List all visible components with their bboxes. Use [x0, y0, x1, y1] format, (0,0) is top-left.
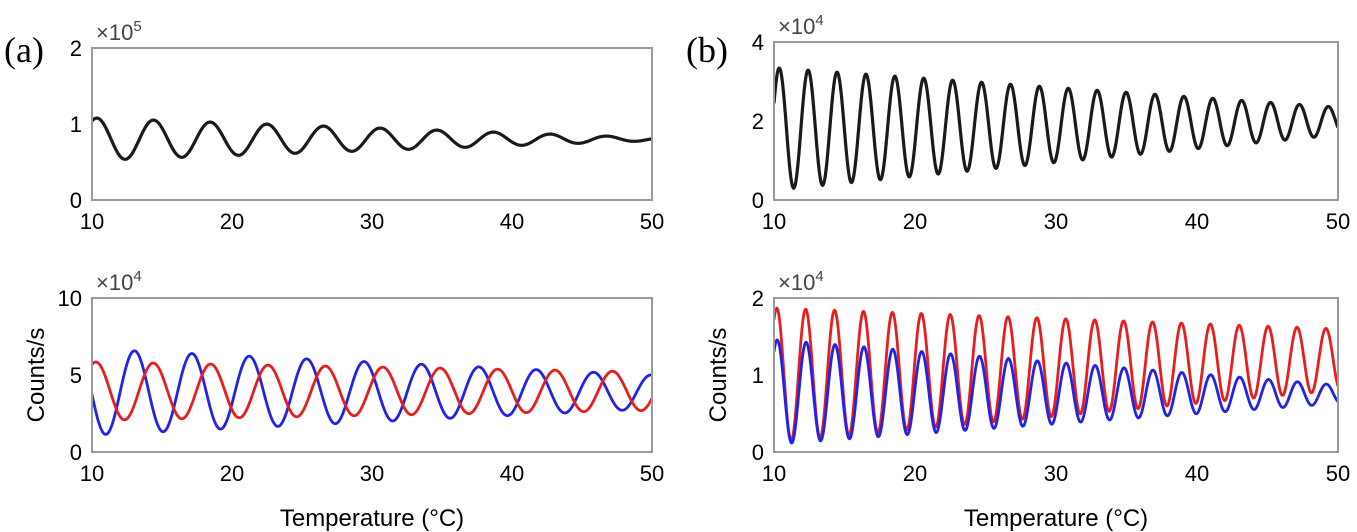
y-tick-label: 4: [752, 30, 764, 55]
y-tick-label: 2: [752, 109, 764, 134]
axis-scale-exponent: ×105: [96, 18, 142, 45]
x-tick-label: 30: [1044, 461, 1068, 486]
series-line-0: [93, 116, 651, 161]
series-line-1: [775, 338, 1337, 445]
series-line-0: [93, 349, 651, 436]
x-tick-label: 20: [220, 209, 244, 234]
y-tick-label: 0: [752, 188, 764, 213]
axis-scale-exponent: ×104: [96, 268, 142, 295]
x-tick-label: 40: [500, 461, 524, 486]
x-axis-label: Temperature (°C): [280, 505, 464, 532]
y-tick-label: 0: [70, 440, 82, 465]
x-tick-label: 30: [360, 461, 384, 486]
plot-frame: [773, 41, 1339, 201]
y-tick-label: 2: [70, 36, 82, 61]
x-tick-label: 40: [1185, 461, 1209, 486]
x-tick-label: 10: [762, 461, 786, 486]
y-tick-label: 5: [70, 363, 82, 388]
x-tick-label: 10: [80, 461, 104, 486]
x-tick-label: 30: [360, 209, 384, 234]
panel-label-a: (a): [4, 30, 44, 70]
y-tick-label: 2: [752, 286, 764, 311]
chart-a-bottom: 10 20 30 40 50 0 5 10 ×104 Counts/s Temperature (°…: [23, 268, 664, 532]
axis-scale-exponent: ×104: [778, 12, 824, 39]
x-tick-label: 50: [1326, 461, 1350, 486]
series-line-0: [775, 66, 1337, 190]
x-tick-label: 40: [500, 209, 524, 234]
y-tick-label: 1: [70, 112, 82, 137]
x-tick-label: 20: [903, 209, 927, 234]
x-tick-label: 50: [640, 209, 664, 234]
y-axis-label: Counts/s: [23, 328, 50, 423]
y-axis-label: Counts/s: [705, 328, 732, 423]
chart-a-top: 10 20 30 40 50 0 1 2 ×105: [70, 18, 664, 234]
x-tick-label: 20: [903, 461, 927, 486]
y-tick-label: 1: [752, 363, 764, 388]
x-tick-label: 40: [1185, 209, 1209, 234]
x-tick-label: 30: [1044, 209, 1068, 234]
series-line-1: [93, 360, 651, 422]
chart-b-bottom: 10 20 30 40 50 0 1 2 ×104 Counts/s Temperature (°C…: [705, 268, 1350, 532]
series-line-0: [775, 306, 1337, 442]
y-tick-label: 10: [58, 286, 82, 311]
x-tick-label: 50: [640, 461, 664, 486]
x-tick-label: 50: [1326, 209, 1350, 234]
y-tick-label: 0: [70, 188, 82, 213]
y-tick-label: 0: [752, 440, 764, 465]
x-tick-label: 10: [80, 209, 104, 234]
x-tick-label: 10: [762, 209, 786, 234]
panel-label-b: (b): [686, 30, 728, 70]
chart-b-top: 10 20 30 40 50 0 2 4 ×104: [752, 12, 1350, 234]
plot-frame: [91, 47, 653, 201]
axis-scale-exponent: ×104: [778, 268, 824, 295]
x-axis-label: Temperature (°C): [964, 505, 1148, 532]
x-tick-label: 20: [220, 461, 244, 486]
